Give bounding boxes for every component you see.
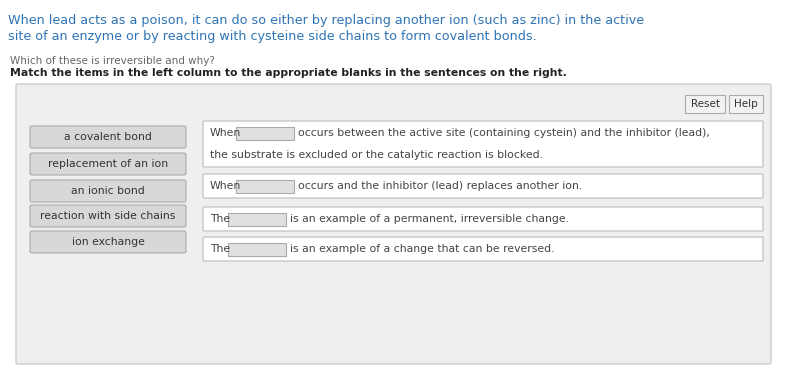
Bar (228, 212, 286, 226)
Text: Which of these is irreversible and why?: Which of these is irreversible and why? (10, 56, 215, 66)
Bar (228, 242, 286, 255)
Text: The: The (210, 214, 230, 224)
FancyBboxPatch shape (203, 174, 763, 198)
FancyBboxPatch shape (203, 207, 763, 231)
Text: occurs between the active site (containing cystein) and the inhibitor (lead),: occurs between the active site (containi… (298, 128, 710, 138)
Text: The: The (210, 244, 230, 254)
FancyBboxPatch shape (30, 126, 186, 148)
Text: ion exchange: ion exchange (71, 237, 144, 247)
Text: a covalent bond: a covalent bond (64, 132, 152, 142)
Text: is an example of a permanent, irreversible change.: is an example of a permanent, irreversib… (290, 214, 569, 224)
Text: Help: Help (734, 99, 758, 109)
Text: an ionic bond: an ionic bond (71, 186, 145, 196)
FancyBboxPatch shape (30, 180, 186, 202)
Text: When: When (210, 128, 241, 138)
Bar (236, 126, 294, 140)
Text: Match the items in the left column to the appropriate blanks in the sentences on: Match the items in the left column to th… (10, 68, 567, 78)
Text: reaction with side chains: reaction with side chains (40, 211, 176, 221)
FancyBboxPatch shape (30, 205, 186, 227)
FancyBboxPatch shape (729, 95, 763, 113)
FancyBboxPatch shape (203, 237, 763, 261)
Text: site of an enzyme or by reacting with cysteine side chains to form covalent bond: site of an enzyme or by reacting with cy… (8, 30, 537, 43)
FancyBboxPatch shape (30, 231, 186, 253)
FancyBboxPatch shape (16, 84, 771, 364)
Text: When lead acts as a poison, it can do so either by replacing another ion (such a: When lead acts as a poison, it can do so… (8, 14, 644, 27)
Text: the substrate is excluded or the catalytic reaction is blocked.: the substrate is excluded or the catalyt… (210, 150, 543, 160)
Text: is an example of a change that can be reversed.: is an example of a change that can be re… (290, 244, 554, 254)
Text: occurs and the inhibitor (lead) replaces another ion.: occurs and the inhibitor (lead) replaces… (298, 181, 582, 191)
Bar (236, 180, 294, 193)
Text: Reset: Reset (691, 99, 720, 109)
FancyBboxPatch shape (685, 95, 725, 113)
Text: replacement of an ion: replacement of an ion (48, 159, 168, 169)
Text: When: When (210, 181, 241, 191)
FancyBboxPatch shape (30, 153, 186, 175)
FancyBboxPatch shape (203, 121, 763, 167)
